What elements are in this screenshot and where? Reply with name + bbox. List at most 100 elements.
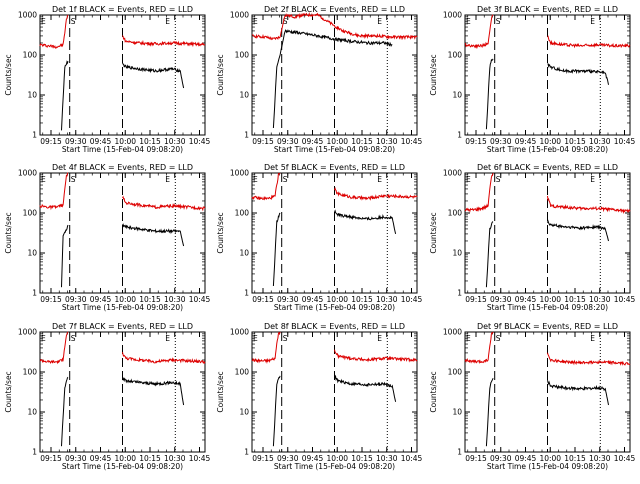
panel-title: Det 4f BLACK = Events, RED = LLD bbox=[52, 163, 193, 172]
x-tick-label: 09:45 bbox=[90, 295, 112, 304]
x-tick-label: 09:15 bbox=[40, 137, 62, 146]
series-line-events bbox=[122, 62, 185, 89]
x-tick-label: 10:15 bbox=[351, 295, 373, 304]
marker-label-s: S bbox=[71, 17, 76, 26]
y-axis-label: Counts/sec bbox=[4, 212, 13, 253]
series-line-lld bbox=[39, 14, 69, 49]
x-tick-label: 10:00 bbox=[114, 137, 136, 146]
marker-label-s: S bbox=[71, 175, 76, 184]
x-tick-label: 10:00 bbox=[326, 454, 348, 463]
detector-panel-5: Det 5f BLACK = Events, RED = LLD 1 10 100 10… bbox=[216, 163, 423, 312]
series-line-events bbox=[547, 379, 609, 406]
y-tick-label: 100 bbox=[23, 209, 38, 218]
y-tick-label: 1000 bbox=[230, 11, 249, 20]
y-axis-label: Counts/sec bbox=[429, 371, 438, 412]
series-line-lld bbox=[39, 331, 69, 365]
x-tick-label: 10:30 bbox=[376, 295, 398, 304]
x-tick-label: 09:30 bbox=[490, 295, 512, 304]
y-tick-label: 100 bbox=[448, 368, 463, 377]
y-axis-label: Counts/sec bbox=[216, 212, 225, 253]
x-tick-label: 09:45 bbox=[515, 454, 537, 463]
x-tick-label: 10:30 bbox=[589, 295, 611, 304]
y-tick-label: 1 bbox=[32, 448, 37, 457]
series-line-events bbox=[122, 376, 185, 406]
y-tick-label: 100 bbox=[235, 368, 250, 377]
y-tick-label: 1000 bbox=[18, 328, 37, 337]
series-line-lld bbox=[334, 349, 418, 363]
y-tick-label: 1000 bbox=[230, 169, 249, 178]
x-tick-label: 10:45 bbox=[401, 454, 423, 463]
x-tick-label: 10:30 bbox=[589, 137, 611, 146]
panel-title: Det 2f BLACK = Events, RED = LLD bbox=[264, 5, 405, 14]
panel-title: Det 1f BLACK = Events, RED = LLD bbox=[52, 5, 193, 14]
detector-panel-3: Det 3f BLACK = Events, RED = LLD 1 10 100 10… bbox=[429, 5, 636, 154]
y-tick-label: 1 bbox=[457, 289, 462, 298]
x-tick-label: 09:45 bbox=[90, 137, 112, 146]
x-axis-label: Start Time (15-Feb-04 09:08:20) bbox=[62, 303, 183, 312]
y-tick-label: 1000 bbox=[443, 328, 462, 337]
y-tick-label: 10 bbox=[239, 249, 249, 258]
y-axis-label: Counts/sec bbox=[4, 54, 13, 95]
x-tick-label: 10:30 bbox=[164, 295, 186, 304]
panel-title: Det 5f BLACK = Events, RED = LLD bbox=[264, 163, 405, 172]
marker-label-s: S bbox=[496, 175, 501, 184]
x-tick-label: 10:00 bbox=[114, 454, 136, 463]
marker-label-s: S bbox=[283, 175, 288, 184]
marker-label-e: E bbox=[165, 334, 170, 343]
y-tick-label: 1000 bbox=[18, 11, 37, 20]
x-tick-label: 09:45 bbox=[302, 295, 324, 304]
y-tick-label: 100 bbox=[235, 51, 250, 60]
x-tick-label: 10:15 bbox=[351, 137, 373, 146]
y-tick-label: 1 bbox=[32, 289, 37, 298]
x-tick-label: 10:45 bbox=[189, 454, 211, 463]
series-line-lld bbox=[122, 35, 205, 48]
marker-label-start: E bbox=[41, 17, 46, 26]
x-tick-label: 09:45 bbox=[515, 295, 537, 304]
x-axis-label: Start Time (15-Feb-04 09:08:20) bbox=[274, 303, 395, 312]
y-tick-label: 1 bbox=[244, 289, 249, 298]
x-tick-label: 09:15 bbox=[40, 454, 62, 463]
series-line-lld bbox=[251, 11, 418, 41]
x-axis-label: Start Time (15-Feb-04 09:08:20) bbox=[487, 462, 608, 471]
marker-label-start: E bbox=[253, 17, 258, 26]
x-tick-label: 09:30 bbox=[65, 454, 87, 463]
y-tick-label: 100 bbox=[448, 209, 463, 218]
series-line-events bbox=[61, 376, 69, 447]
series-line-events bbox=[334, 374, 397, 402]
series-line-lld bbox=[251, 331, 281, 364]
panel-title: Det 3f BLACK = Events, RED = LLD bbox=[477, 5, 618, 14]
series-line-lld bbox=[464, 14, 494, 49]
y-axis-label: Counts/sec bbox=[4, 371, 13, 412]
x-tick-label: 10:00 bbox=[114, 295, 136, 304]
y-axis-label: Counts/sec bbox=[216, 371, 225, 412]
x-tick-label: 09:30 bbox=[277, 137, 299, 146]
y-tick-label: 1 bbox=[457, 448, 462, 457]
x-tick-label: 10:45 bbox=[614, 137, 636, 146]
series-line-events bbox=[485, 221, 494, 288]
y-tick-label: 10 bbox=[27, 408, 37, 417]
x-tick-label: 09:30 bbox=[65, 137, 87, 146]
x-tick-label: 10:45 bbox=[189, 137, 211, 146]
x-tick-label: 10:30 bbox=[164, 454, 186, 463]
series-line-lld bbox=[334, 186, 418, 201]
x-tick-label: 09:45 bbox=[302, 137, 324, 146]
panel-title: Det 9f BLACK = Events, RED = LLD bbox=[477, 322, 618, 331]
series-line-events bbox=[547, 63, 609, 85]
y-tick-label: 100 bbox=[235, 209, 250, 218]
series-line-lld bbox=[547, 352, 631, 366]
x-tick-label: 09:30 bbox=[490, 454, 512, 463]
x-tick-label: 09:45 bbox=[90, 454, 112, 463]
x-tick-label: 10:00 bbox=[539, 295, 561, 304]
x-tick-label: 09:15 bbox=[465, 454, 487, 463]
x-tick-label: 10:30 bbox=[589, 454, 611, 463]
x-tick-label: 09:15 bbox=[40, 295, 62, 304]
series-line-lld bbox=[547, 195, 631, 215]
x-tick-label: 09:15 bbox=[252, 454, 274, 463]
x-tick-label: 10:45 bbox=[614, 295, 636, 304]
x-tick-label: 10:15 bbox=[564, 137, 586, 146]
x-tick-label: 10:45 bbox=[401, 295, 423, 304]
x-tick-label: 10:45 bbox=[401, 137, 423, 146]
x-tick-label: 10:15 bbox=[351, 454, 373, 463]
detector-panel-9: Det 9f BLACK = Events, RED = LLD 1 10 100 10… bbox=[429, 322, 636, 471]
